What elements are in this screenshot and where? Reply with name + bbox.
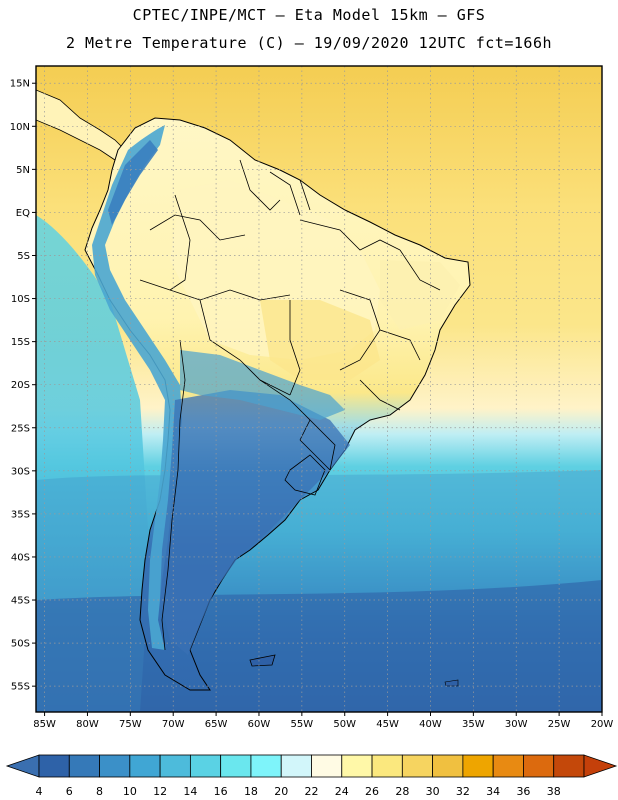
colorbar-tick-label: 32 bbox=[456, 785, 470, 798]
lon-tick-label: 30W bbox=[505, 719, 528, 730]
colorbar-tick-label: 24 bbox=[335, 785, 349, 798]
colorbar-tick-label: 38 bbox=[547, 785, 561, 798]
colorbar-low-arrow bbox=[5, 754, 40, 778]
lat-tick-label: EQ bbox=[16, 208, 30, 219]
lat-tick-label: 10N bbox=[10, 122, 30, 133]
colorbar-swatch bbox=[341, 754, 373, 778]
lon-tick-label: 75W bbox=[119, 719, 142, 730]
colorbar-tick-label: 20 bbox=[274, 785, 288, 798]
colorbar-tick-label: 14 bbox=[183, 785, 197, 798]
colorbar-tick-label: 30 bbox=[426, 785, 440, 798]
colorbar-swatch bbox=[250, 754, 282, 778]
lat-tick-label: 40S bbox=[11, 552, 30, 563]
colorbar-swatch bbox=[311, 754, 343, 778]
lat-tick-label: 15N bbox=[10, 79, 30, 90]
colorbar-tick-label: 4 bbox=[36, 785, 43, 798]
lon-tick-label: 55W bbox=[291, 719, 314, 730]
colorbar-tick-label: 12 bbox=[153, 785, 167, 798]
lat-tick-label: 5N bbox=[16, 165, 30, 176]
lon-tick-label: 40W bbox=[419, 719, 442, 730]
colorbar-swatch bbox=[432, 754, 464, 778]
colorbar-swatch bbox=[462, 754, 494, 778]
colorbar-swatch bbox=[189, 754, 222, 778]
lat-tick-label: 25S bbox=[11, 423, 30, 434]
lon-tick-label: 85W bbox=[33, 719, 56, 730]
lon-tick-label: 80W bbox=[76, 719, 99, 730]
colorbar-swatch bbox=[492, 754, 524, 778]
colorbar-tick-label: 18 bbox=[244, 785, 258, 798]
map-subtitle: 2 Metre Temperature (C) – 19/09/2020 12U… bbox=[65, 34, 553, 52]
colorbar-swatch bbox=[280, 754, 312, 778]
lon-tick-label: 35W bbox=[462, 719, 485, 730]
lat-tick-label: 50S bbox=[11, 639, 30, 650]
colorbar-tick-label: 16 bbox=[214, 785, 228, 798]
lat-tick-label: 55S bbox=[11, 682, 30, 693]
lat-tick-label: 20S bbox=[11, 380, 30, 391]
colorbar-swatch bbox=[38, 754, 70, 778]
colorbar-swatch bbox=[523, 754, 555, 778]
lat-tick-label: 30S bbox=[11, 466, 30, 477]
colorbar-swatch bbox=[129, 754, 161, 778]
lon-tick-label: 60W bbox=[248, 719, 271, 730]
lat-tick-label: 45S bbox=[11, 596, 30, 607]
colorbar-tick-label: 22 bbox=[305, 785, 319, 798]
lat-tick-label: 10S bbox=[11, 294, 30, 305]
lon-tick-label: 20W bbox=[591, 719, 614, 730]
colorbar-tick-label: 6 bbox=[66, 785, 73, 798]
colorbar-tick-label: 8 bbox=[96, 785, 103, 798]
lon-tick-label: 65W bbox=[205, 719, 228, 730]
colorbar-tick-label: 28 bbox=[395, 785, 409, 798]
lon-tick-label: 50W bbox=[333, 719, 356, 730]
country-borders bbox=[139, 159, 441, 651]
lon-tick-label: 45W bbox=[376, 719, 399, 730]
colorbar-tick-label: 36 bbox=[516, 785, 530, 798]
colorbar-tick-label: 10 bbox=[123, 785, 137, 798]
lat-tick-label: 15S bbox=[11, 337, 30, 348]
colorbar-swatch bbox=[371, 754, 403, 778]
colorbar-high-arrow bbox=[583, 754, 618, 778]
colorbar-swatch bbox=[220, 754, 252, 778]
andes-ridge bbox=[92, 125, 182, 650]
temperature-colorbar bbox=[5, 754, 618, 778]
colorbar-tick-label: 34 bbox=[486, 785, 500, 798]
map-frame bbox=[35, 65, 603, 713]
colorbar-tick-label: 26 bbox=[365, 785, 379, 798]
colorbar-swatch bbox=[68, 754, 100, 778]
lat-tick-label: 5S bbox=[17, 251, 30, 262]
falkland-islands bbox=[249, 654, 276, 667]
southern-cone-cool bbox=[160, 390, 350, 655]
lat-tick-label: 35S bbox=[11, 509, 30, 520]
colorbar-swatch bbox=[553, 754, 585, 778]
colorbar-swatch bbox=[99, 754, 131, 778]
colorbar-swatch bbox=[401, 754, 434, 778]
lon-tick-label: 70W bbox=[162, 719, 185, 730]
map-title: CPTEC/INPE/MCT – Eta Model 15km – GFS bbox=[132, 6, 486, 24]
lon-tick-label: 25W bbox=[548, 719, 571, 730]
pacific-cool-band bbox=[36, 215, 150, 712]
colorbar-swatch bbox=[159, 754, 191, 778]
